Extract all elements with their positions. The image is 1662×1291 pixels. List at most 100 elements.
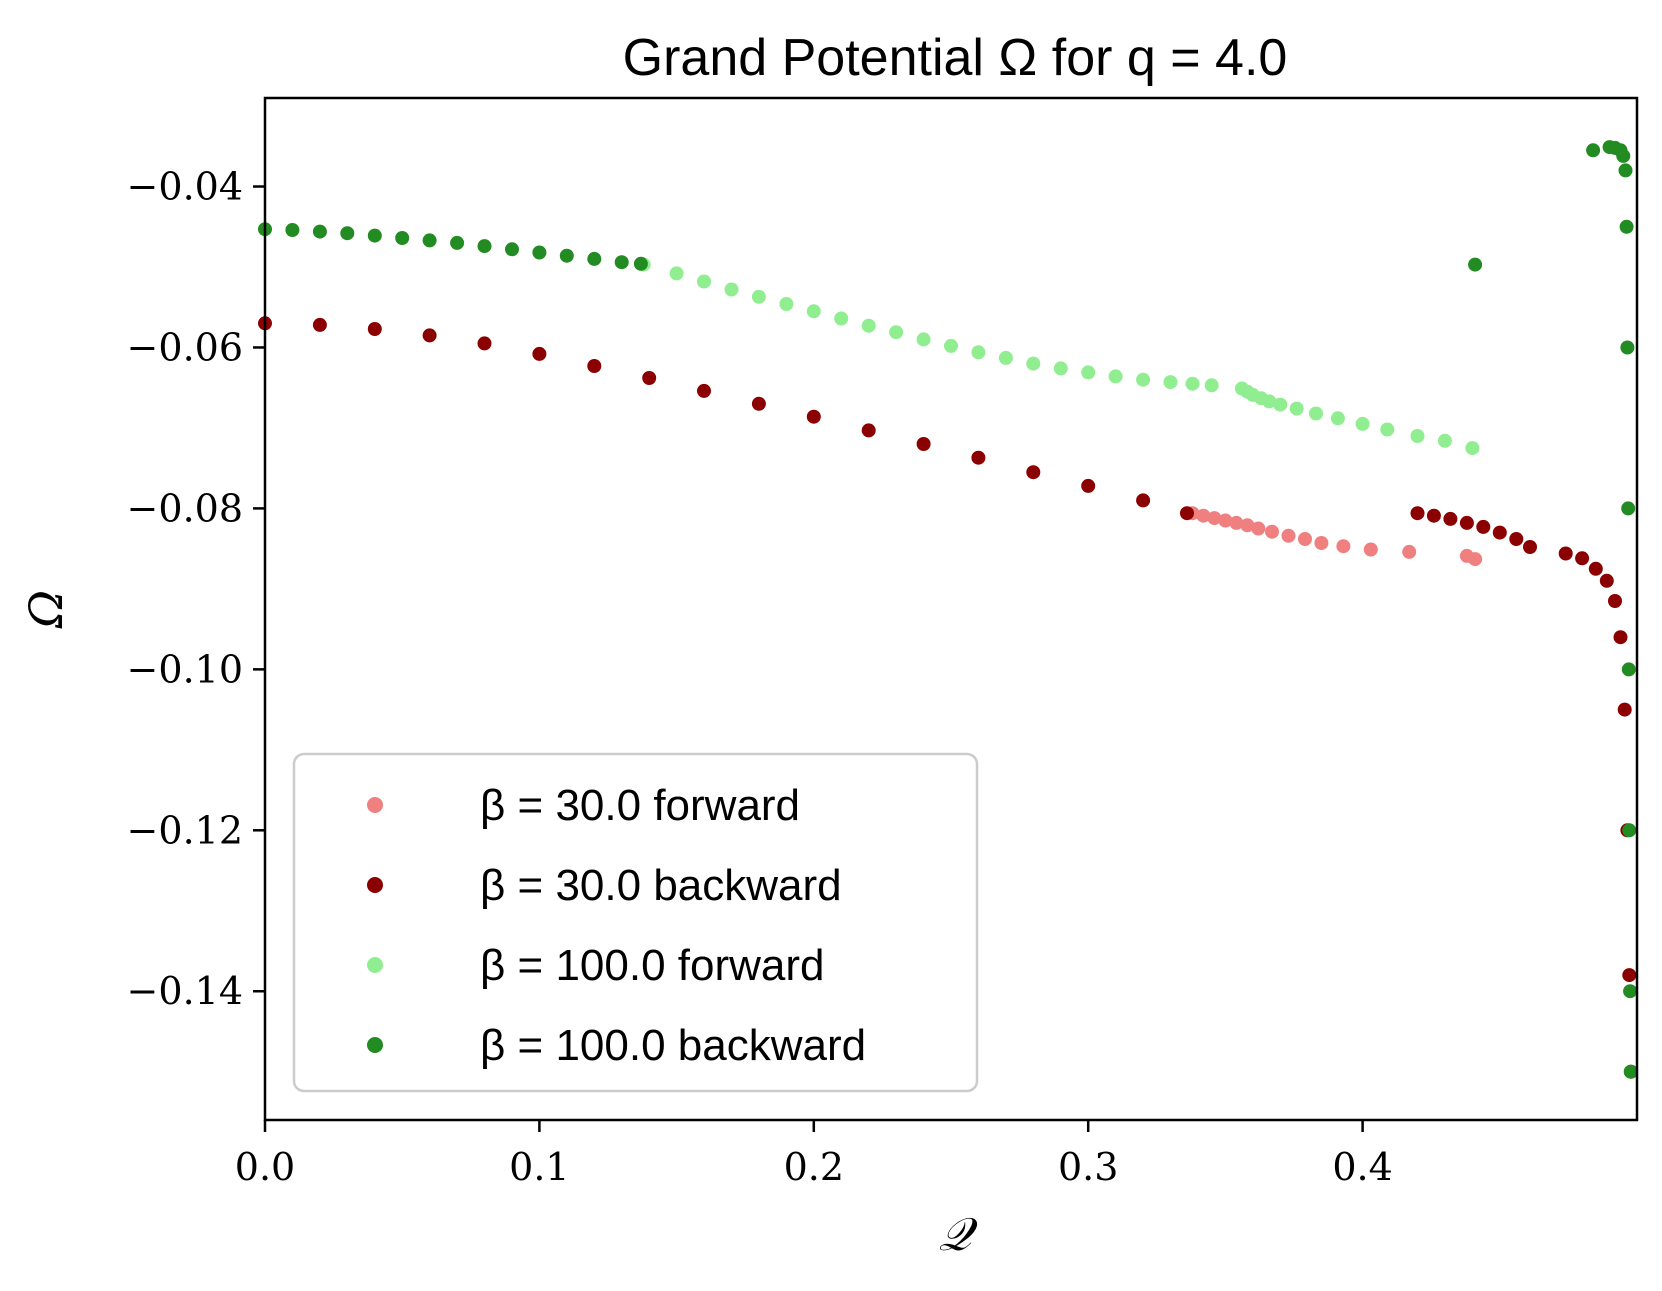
x-axis-label: 𝒬 xyxy=(938,1207,978,1261)
series-1-point-16 xyxy=(1136,493,1151,508)
series-3-point-13 xyxy=(614,255,629,270)
series-0-point-6 xyxy=(1251,521,1266,536)
series-3-point-1 xyxy=(285,223,300,237)
chart-title: Grand Potential Ω for q = 4.0 xyxy=(623,29,1288,87)
series-3-point-20 xyxy=(1616,148,1631,163)
x-tick-label-0: 0.0 xyxy=(235,1145,295,1189)
series-3-point-5 xyxy=(395,231,410,245)
series-0-point-12 xyxy=(1363,542,1378,557)
series-3-point-23 xyxy=(1620,340,1635,355)
series-3-point-26 xyxy=(1622,823,1637,838)
x-tick-label-2: 0.2 xyxy=(784,1145,844,1189)
series-0-point-10 xyxy=(1314,536,1329,550)
series-1-point-2 xyxy=(367,322,382,336)
series-1-point-22 xyxy=(1476,519,1491,534)
series-3-point-22 xyxy=(1619,219,1634,234)
series-3-point-24 xyxy=(1621,501,1636,516)
series-2-point-31 xyxy=(1355,416,1370,431)
series-2-point-6 xyxy=(806,304,821,319)
series-2-point-10 xyxy=(916,332,931,347)
series-2-point-15 xyxy=(1053,361,1068,376)
series-1-point-24 xyxy=(1509,532,1524,546)
series-0-point-8 xyxy=(1281,528,1296,543)
series-2-point-30 xyxy=(1330,411,1345,426)
series-1-point-13 xyxy=(971,450,986,465)
plot-frame xyxy=(263,96,1639,1122)
series-1-point-30 xyxy=(1608,594,1622,608)
legend-label-3: β = 100.0 backward xyxy=(480,1021,866,1070)
y-tick-label-0: −0.04 xyxy=(127,165,243,209)
series-1-point-20 xyxy=(1443,511,1458,526)
series-0-point-9 xyxy=(1298,532,1312,546)
series-2-point-20 xyxy=(1185,376,1200,391)
series-2-point-8 xyxy=(861,318,876,333)
series-3-point-8 xyxy=(477,239,492,254)
series-3-point-6 xyxy=(422,233,437,248)
series-2-point-12 xyxy=(971,345,986,360)
series-3-point-27 xyxy=(1623,984,1638,999)
series-2-point-1 xyxy=(669,266,684,281)
series-1-point-6 xyxy=(587,359,602,373)
series-1-point-14 xyxy=(1026,465,1041,480)
series-1-point-9 xyxy=(751,396,766,411)
series-2-point-27 xyxy=(1273,397,1288,412)
series-2-point-19 xyxy=(1163,375,1178,390)
series-0-point-13 xyxy=(1402,544,1417,559)
series-1-point-17 xyxy=(1180,506,1194,521)
series-0-point-4 xyxy=(1229,515,1244,530)
x-axis-ticks: 0.0 0.1 0.2 0.3 0.4 xyxy=(235,1120,1393,1189)
x-tick-label-3: 0.3 xyxy=(1058,1145,1118,1189)
series-3-point-9 xyxy=(505,242,519,257)
series-3-point-3 xyxy=(340,226,355,241)
series-2-point-9 xyxy=(889,325,904,340)
series-2-point-34 xyxy=(1437,433,1452,448)
legend-label-0: β = 30.0 forward xyxy=(480,781,800,830)
series-1-point-27 xyxy=(1575,551,1590,566)
legend-label-1: β = 30.0 backward xyxy=(480,861,842,910)
series-1-point-32 xyxy=(1617,702,1632,717)
series-3-point-25 xyxy=(1621,662,1636,677)
series-1-point-29 xyxy=(1599,573,1614,588)
series-0-point-5 xyxy=(1240,518,1255,533)
y-axis-ticks: −0.04 −0.06 −0.08 −0.10 −0.12 −0.14 xyxy=(127,165,265,1013)
y-tick-label-4: −0.12 xyxy=(127,808,243,852)
series-1-point-7 xyxy=(642,371,657,385)
series-0-point-11 xyxy=(1336,539,1351,554)
series-2-point-32 xyxy=(1380,422,1395,437)
legend-marker-3 xyxy=(367,1037,383,1053)
series-2-point-2 xyxy=(697,274,711,289)
y-tick-label-1: −0.06 xyxy=(127,325,243,369)
series-3-point-16 xyxy=(1586,143,1601,158)
x-tick-label-1: 0.1 xyxy=(509,1145,569,1189)
series-1-point-26 xyxy=(1558,546,1573,561)
series-1-point-21 xyxy=(1459,515,1474,530)
series-1-point-15 xyxy=(1081,478,1096,493)
series-2-point-5 xyxy=(779,297,794,311)
series-1-point-1 xyxy=(312,317,327,332)
series-3-point-21 xyxy=(1618,163,1633,178)
y-tick-label-5: −0.14 xyxy=(127,969,243,1013)
series-0-point-3 xyxy=(1218,513,1233,528)
series-1-point-10 xyxy=(806,409,821,424)
series-1-point-4 xyxy=(477,336,492,351)
series-1-point-25 xyxy=(1523,540,1537,554)
legend-marker-0 xyxy=(367,797,383,813)
series-1-point-34 xyxy=(1622,968,1637,983)
y-axis-label: Ω xyxy=(19,590,73,629)
series-1-point-31 xyxy=(1613,630,1628,645)
legend: β = 30.0 forward β = 30.0 backward β = 100… xyxy=(292,752,979,1093)
series-1-point-8 xyxy=(697,383,711,398)
series-2-point-3 xyxy=(724,282,739,297)
series-2-point-18 xyxy=(1136,372,1151,387)
legend-frame xyxy=(292,752,979,1093)
series-3-point-10 xyxy=(532,245,547,260)
series-1-point-23 xyxy=(1492,525,1507,540)
series-0-point-7 xyxy=(1265,524,1279,539)
legend-marker-2 xyxy=(367,957,383,973)
legend-label-2: β = 100.0 forward xyxy=(480,941,825,990)
series-3-point-11 xyxy=(559,248,574,263)
series-2-point-7 xyxy=(834,311,849,326)
x-tick-label-4: 0.4 xyxy=(1332,1145,1392,1189)
series-1-point-3 xyxy=(422,328,437,343)
